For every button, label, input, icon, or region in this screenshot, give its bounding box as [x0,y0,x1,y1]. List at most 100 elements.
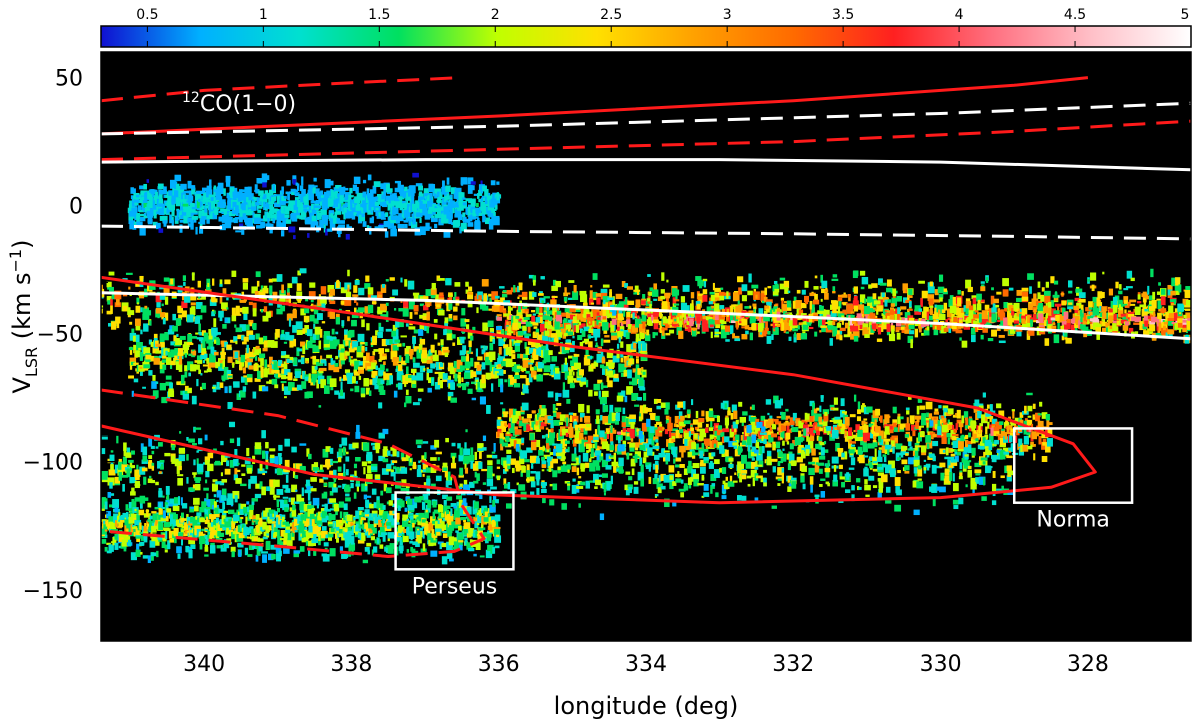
emission-cell [469,347,472,352]
emission-cell [1037,281,1041,288]
emission-cell [564,308,570,313]
emission-cell [234,468,238,476]
emission-cell [328,362,336,371]
emission-cell [410,368,417,373]
emission-cell [237,462,240,465]
emission-cell [129,460,133,470]
emission-cell [296,329,303,335]
emission-cell [1120,319,1128,324]
emission-cell [1061,300,1067,306]
emission-cell [567,331,574,336]
emission-cell [309,314,315,322]
emission-cell [719,295,725,301]
emission-cell [516,314,523,320]
emission-cell [184,296,191,303]
emission-cell [255,345,260,350]
emission-cell [164,452,171,457]
emission-cell [624,283,629,288]
emission-cell [240,376,245,383]
emission-cell [647,313,654,319]
emission-cell [385,339,392,346]
emission-cell [620,363,627,373]
emission-cell [111,321,117,330]
emission-cell [521,291,528,299]
emission-cell [696,331,700,334]
emission-cell [716,433,721,441]
emission-cell [1067,280,1073,288]
emission-cell [207,282,210,287]
emission-cell [596,297,601,305]
emission-cell [1018,309,1025,319]
emission-cell [128,286,131,290]
emission-cell [525,321,533,327]
emission-cell [970,334,976,343]
emission-cell [430,288,437,296]
emission-cell [1108,288,1114,296]
emission-cell [1074,322,1081,329]
emission-cell [875,426,881,433]
emission-cell [894,437,898,444]
emission-cell [839,335,843,341]
emission-cell [537,361,545,369]
emission-cell [667,422,673,432]
emission-cell [621,420,628,427]
emission-cell [142,455,148,461]
emission-cell [101,306,103,314]
emission-cell [626,311,631,319]
emission-cell [597,426,601,435]
emission-cell [1142,298,1147,303]
emission-cell [925,417,933,421]
emission-cell [859,270,866,276]
emission-cell [248,351,256,358]
emission-cell [1118,310,1124,316]
emission-cell [975,412,979,420]
emission-cell [242,306,249,314]
emission-cell [389,375,394,385]
emission-cell [550,368,555,373]
emission-cell [624,395,628,403]
emission-cell [802,324,809,330]
emission-cell [371,301,377,305]
emission-cell [1170,311,1176,320]
emission-cell [182,344,190,350]
emission-cell [1162,314,1167,317]
emission-cell [544,350,550,359]
emission-cell [260,357,264,366]
emission-cell [1152,291,1156,300]
emission-cell [254,493,262,499]
emission-cell [300,357,305,365]
emission-cell [413,329,419,334]
emission-cell [130,465,136,469]
emission-cell [219,360,224,364]
emission-cell [750,417,757,424]
emission-cell [394,308,397,311]
emission-cell [583,338,589,343]
emission-cell [306,391,313,398]
emission-cell [313,381,316,385]
emission-cell [902,283,908,291]
emission-cell [197,438,203,445]
emission-cell [635,358,639,364]
emission-cell [518,305,521,313]
emission-cell [582,302,588,306]
emission-cell [938,405,942,409]
emission-cell [551,356,558,362]
emission-cell [474,295,481,303]
emission-cell [572,356,578,365]
emission-cell [798,309,804,316]
emission-cell [889,425,894,430]
emission-cell [254,290,262,298]
emission-cell [349,359,354,366]
emission-cell [783,422,791,426]
emission-cell [960,308,965,314]
emission-cell [782,448,785,451]
emission-cell [542,445,545,452]
emission-cell [136,370,139,374]
emission-cell [618,301,626,305]
emission-cell [565,432,569,437]
emission-cell [1033,320,1039,323]
emission-cell [156,301,161,308]
emission-cell [819,455,826,460]
emission-cell [212,278,215,286]
